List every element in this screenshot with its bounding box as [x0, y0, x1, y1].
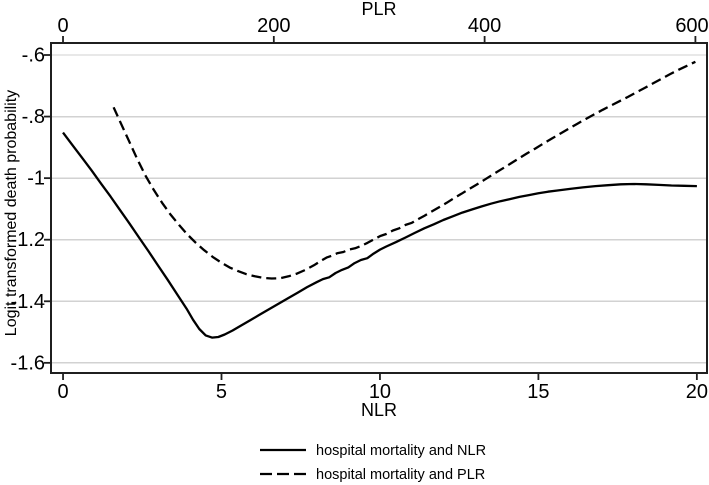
plot-border	[50, 42, 708, 374]
series-curve-plr	[112, 60, 696, 280]
series-curve-nlr	[62, 131, 697, 339]
legend-entry-nlr: hospital mortality and NLR	[316, 443, 486, 459]
y-tick-label: -.8	[22, 106, 45, 128]
x-bottom-tick-label: 10	[369, 381, 391, 403]
y-tick-label: -1	[27, 168, 45, 190]
x-top-tick-label: 600	[675, 15, 708, 37]
x-top-axis-title: PLR	[361, 0, 396, 19]
axis-ticks	[44, 36, 698, 380]
x-bottom-tick-label: 5	[216, 381, 227, 403]
y-tick-label: -1.6	[11, 352, 45, 374]
y-axis-title: Logit transformed death probability	[3, 90, 20, 336]
data-series	[62, 60, 697, 339]
y-tick-label: -1.4	[11, 291, 45, 313]
x-top-tick-label: 400	[468, 15, 501, 37]
x-top-tick-label: 0	[57, 15, 68, 37]
axis-tick-labels: -.6-.8-1-1.2-1.4-1.60 5 10 15 200 200 400 600	[11, 15, 709, 403]
y-tick-label: -1.2	[11, 229, 45, 251]
x-bottom-tick-label: 15	[527, 381, 549, 403]
plot-frame	[50, 42, 708, 374]
x-top-tick-label: 200	[257, 15, 290, 37]
legend: hospital mortality and NLR hospital mort…	[260, 443, 486, 483]
legend-entry-plr: hospital mortality and PLR	[316, 467, 485, 483]
x-bottom-axis-title: NLR	[361, 400, 397, 420]
x-bottom-tick-label: 0	[57, 381, 68, 403]
y-tick-label: -.6	[22, 45, 45, 67]
gridlines	[51, 54, 707, 364]
x-bottom-tick-label: 20	[686, 381, 708, 403]
